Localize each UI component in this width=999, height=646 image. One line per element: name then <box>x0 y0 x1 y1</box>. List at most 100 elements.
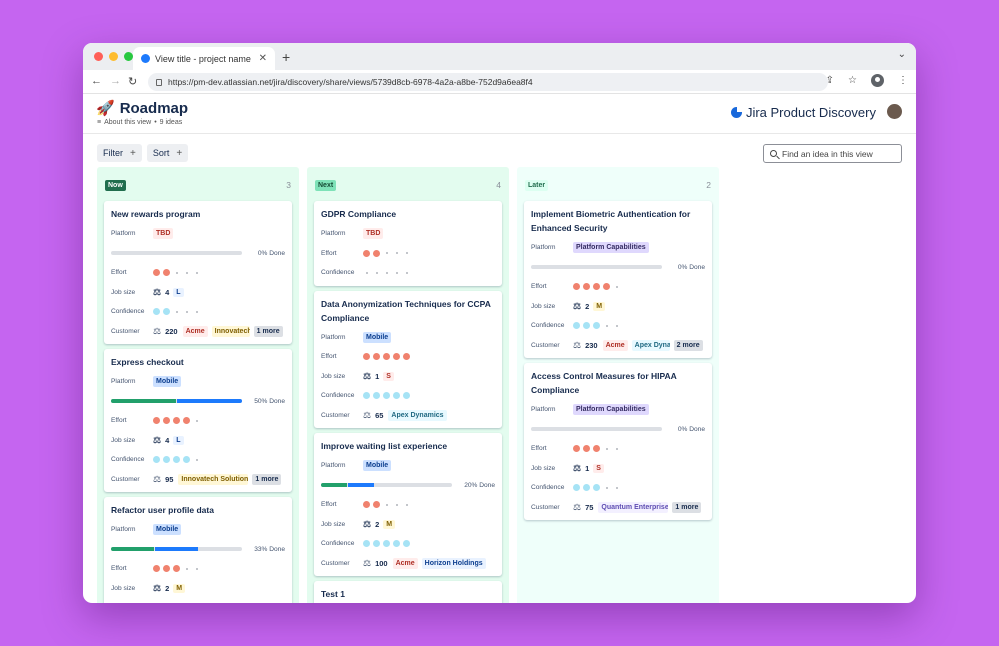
progress-bar <box>111 251 242 256</box>
delivery-progress: 0% Done <box>111 244 285 264</box>
about-view-link[interactable]: About this view <box>104 119 152 126</box>
idea-card[interactable]: GDPR Compliance Platform TBD Effort Confiden… <box>314 201 502 286</box>
rating-dot <box>393 540 400 548</box>
idea-title[interactable]: GDPR Compliance <box>321 209 397 219</box>
idea-title[interactable]: Test 1 <box>321 589 345 599</box>
customer-value: ⚖ 95 Innovatech Solutions 1 more <box>153 473 282 485</box>
more-customers-badge[interactable]: 1 more <box>253 325 283 337</box>
field-row: Platform Mobile <box>321 456 495 476</box>
rating-dot <box>365 271 368 274</box>
browser-tab[interactable]: View title - project name ✕ <box>133 47 275 70</box>
field-row: Effort <box>531 277 705 297</box>
confidence-rating[interactable] <box>153 308 200 316</box>
idea-title[interactable]: Improve waiting list experience <box>321 441 448 451</box>
user-avatar[interactable] <box>887 104 902 119</box>
effort-rating[interactable] <box>153 417 200 425</box>
idea-title[interactable]: Implement Biometric Authentication for E… <box>531 209 691 233</box>
effort-rating[interactable] <box>363 501 410 509</box>
scale-icon: ⚖ <box>573 462 582 473</box>
rating-dot <box>615 285 618 288</box>
back-arrow-icon[interactable]: ← <box>91 75 102 87</box>
confidence-rating[interactable] <box>363 271 410 274</box>
filter-button[interactable]: Filter + <box>97 144 142 162</box>
field-label: Confidence <box>321 269 355 277</box>
maximize-window-button[interactable] <box>124 52 133 61</box>
confidence-rating[interactable] <box>363 540 410 548</box>
idea-title[interactable]: Access Control Measures for HIPAA Compli… <box>531 371 677 395</box>
field-label: Platform <box>321 333 346 341</box>
idea-title[interactable]: Express checkout <box>111 357 184 367</box>
job-size-badge: L <box>173 287 184 297</box>
field-row: Confidence <box>321 534 495 554</box>
menu-kebab-icon[interactable]: ⋮ <box>898 75 908 86</box>
close-tab-icon[interactable]: ✕ <box>258 53 267 64</box>
effort-rating[interactable] <box>363 249 410 257</box>
scale-icon: ⚖ <box>363 370 372 381</box>
rating-dot <box>393 392 400 400</box>
new-tab-icon[interactable]: + <box>282 49 291 65</box>
idea-card[interactable]: Data Anonymization Techniques for CCPA C… <box>314 290 502 428</box>
share-icon[interactable]: ⇪ <box>825 75 835 86</box>
view-title[interactable]: Roadmap <box>119 99 189 117</box>
field-row: Effort <box>321 495 495 515</box>
profile-icon[interactable] <box>871 74 884 87</box>
delivery-progress: 0% Done <box>531 258 705 278</box>
search-input[interactable]: Find an idea in this view <box>763 144 902 163</box>
idea-title[interactable]: Refactor user profile data <box>111 505 214 515</box>
idea-card[interactable]: New rewards program Platform TBD 0% Done Eff… <box>104 201 292 344</box>
more-customers-badge[interactable]: 1 more <box>672 501 702 513</box>
more-customers-badge[interactable]: 1 more <box>252 473 282 485</box>
scale-icon: ⚖ <box>363 409 372 420</box>
sort-button[interactable]: Sort + <box>146 144 189 162</box>
field-row: Confidence <box>111 598 285 603</box>
field-label: Job size <box>111 584 136 592</box>
field-row: Job size ⚖ 1 S <box>321 367 495 387</box>
rating-dot <box>195 419 198 422</box>
effort-rating[interactable] <box>363 353 410 361</box>
effort-rating[interactable] <box>573 283 620 291</box>
scale-icon: ⚖ <box>573 501 582 512</box>
url-field[interactable]: https://pm-dev.atlassian.net/jira/discov… <box>148 73 828 91</box>
rating-dot <box>163 456 170 464</box>
idea-card[interactable]: Express checkout Platform Mobile 50% Done Ef… <box>104 349 292 492</box>
idea-card[interactable]: Improve waiting list experience Platform M… <box>314 433 502 576</box>
progress-done-segment <box>321 483 347 488</box>
rating-dot <box>403 392 410 400</box>
confidence-rating[interactable] <box>153 456 200 464</box>
more-customers-badge[interactable]: 2 more <box>673 339 703 351</box>
column-now: Now 3 New rewards program Platform TBD 0% Don… <box>97 167 299 603</box>
idea-card[interactable]: Access Control Measures for HIPAA Compli… <box>524 363 712 520</box>
progress-bar <box>531 427 662 432</box>
forward-arrow-icon[interactable]: → <box>110 75 121 87</box>
idea-title[interactable]: New rewards program <box>111 209 201 219</box>
idea-card[interactable]: Test 1Effort <box>314 581 502 603</box>
idea-card[interactable]: Implement Biometric Authentication for E… <box>524 201 712 358</box>
idea-card[interactable]: Refactor user profile data Platform Mobile… <box>104 497 292 603</box>
close-window-button[interactable] <box>94 52 103 61</box>
reload-icon[interactable]: ↻ <box>128 76 138 88</box>
idea-title[interactable]: Data Anonymization Techniques for CCPA C… <box>321 298 491 323</box>
rating-dot <box>195 458 198 461</box>
confidence-rating[interactable] <box>363 392 410 400</box>
customer-tag: Quantum Enterprises <box>598 501 669 513</box>
job-size-count: 4 <box>165 435 170 445</box>
effort-rating[interactable] <box>573 445 620 453</box>
effort-rating[interactable] <box>153 269 200 277</box>
field-label: Job size <box>531 464 556 472</box>
field-label: Confidence <box>111 456 145 464</box>
rating-dot <box>175 310 178 313</box>
rating-dot <box>593 322 600 330</box>
column-status-lozenge: Later <box>525 179 549 191</box>
favicon-icon <box>141 54 150 63</box>
field-label: Platform <box>321 230 346 238</box>
chevron-down-icon[interactable]: ⌄ <box>897 49 906 60</box>
minimize-window-button[interactable] <box>109 52 118 61</box>
field-row: Job size ⚖ 2 M <box>531 297 705 317</box>
confidence-rating[interactable] <box>573 322 620 330</box>
confidence-rating[interactable] <box>573 484 620 492</box>
field-label: Effort <box>111 269 127 277</box>
bookmark-star-icon[interactable]: ☆ <box>848 75 857 86</box>
progress-label: 50% Done <box>254 397 285 405</box>
rating-dot <box>385 503 388 506</box>
effort-rating[interactable] <box>153 565 200 573</box>
